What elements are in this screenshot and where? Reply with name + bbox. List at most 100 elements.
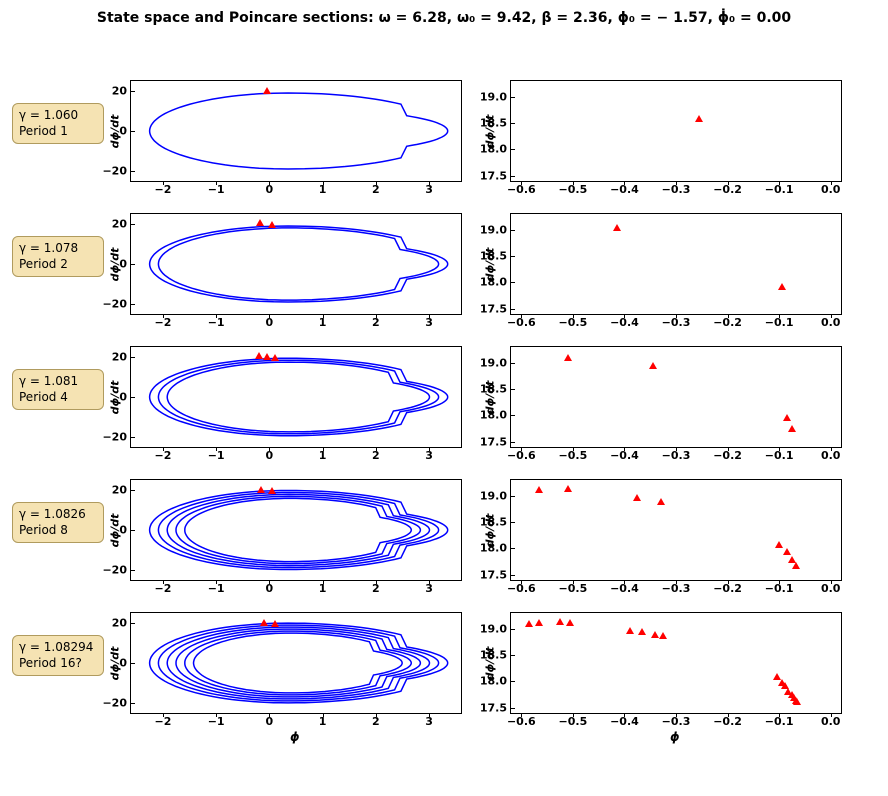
xtick-label: −0.6 xyxy=(507,449,536,462)
period-label: Period 1 xyxy=(19,124,97,140)
poincare-marker xyxy=(535,486,543,493)
gamma-label: γ = 1.078 xyxy=(19,241,97,257)
phase-plot: −2−10123−20020dϕ/dt xyxy=(130,612,462,714)
ytick-label: −20 xyxy=(102,165,127,178)
ytick-label: 20 xyxy=(112,484,127,497)
ytick-label: 19.0 xyxy=(480,489,507,502)
ytick-label: 19.0 xyxy=(480,356,507,369)
xtick-label: 2 xyxy=(372,183,380,196)
orbit-lines xyxy=(131,480,461,580)
xtick-label: −0.5 xyxy=(559,449,588,462)
phase-marker xyxy=(256,219,264,226)
phase-plot: −2−10123−20020dϕ/dt xyxy=(130,479,462,581)
xtick-label: −2 xyxy=(154,449,171,462)
xtick-label: −0.4 xyxy=(610,316,639,329)
xtick-label: 1 xyxy=(319,449,327,462)
xtick-label: 3 xyxy=(425,449,433,462)
xtick-label: −0.5 xyxy=(559,582,588,595)
xtick-label: −1 xyxy=(208,715,225,728)
ytick-label: 19.0 xyxy=(480,90,507,103)
poincare-marker xyxy=(783,548,791,555)
xlabel: ϕ xyxy=(290,730,300,744)
xtick-label: −1 xyxy=(208,582,225,595)
poincare-marker xyxy=(525,620,533,627)
xtick-label: −0.2 xyxy=(713,316,742,329)
xtick-label: 3 xyxy=(425,715,433,728)
row-3: γ = 1.0826Period 8 −2−10123−20020dϕ/dt −0.… xyxy=(0,479,888,609)
xtick-label: −0.3 xyxy=(662,316,691,329)
ytick-label: −20 xyxy=(102,431,127,444)
phase-marker xyxy=(260,619,268,626)
period-label: Period 2 xyxy=(19,257,97,273)
xtick-label: −0.6 xyxy=(507,316,536,329)
ylabel: dϕ/dt xyxy=(108,115,121,149)
phase-marker xyxy=(268,221,276,228)
phase-marker xyxy=(268,487,276,494)
xtick-label: −0.2 xyxy=(713,715,742,728)
ytick-label: 17.5 xyxy=(480,302,507,315)
ytick-label: 19.0 xyxy=(480,223,507,236)
xtick-label: −0.1 xyxy=(765,183,794,196)
xtick-label: −0.5 xyxy=(559,183,588,196)
poincare-plot: −0.6−0.5−0.4−0.3−0.2−0.10.017.518.018.51… xyxy=(510,213,842,315)
ytick-label: 17.5 xyxy=(480,701,507,714)
period-label: Period 4 xyxy=(19,390,97,406)
ytick-label: 20 xyxy=(112,85,127,98)
poincare-marker xyxy=(613,224,621,231)
xtick-label: −0.1 xyxy=(765,715,794,728)
phase-marker xyxy=(255,352,263,359)
period-label: Period 16? xyxy=(19,656,97,672)
xtick-label: 2 xyxy=(372,715,380,728)
xtick-label: −0.3 xyxy=(662,449,691,462)
poincare-marker xyxy=(695,115,703,122)
poincare-marker xyxy=(556,618,564,625)
xtick-label: 2 xyxy=(372,582,380,595)
xtick-label: −0.6 xyxy=(507,715,536,728)
xtick-label: 2 xyxy=(372,316,380,329)
xtick-label: −1 xyxy=(208,316,225,329)
ylabel: dϕ/dt xyxy=(108,647,121,681)
gamma-label: γ = 1.08294 xyxy=(19,640,97,656)
xtick-label: 0 xyxy=(266,183,274,196)
ytick-label: 17.5 xyxy=(480,568,507,581)
ytick-label: −20 xyxy=(102,697,127,710)
xtick-label: −2 xyxy=(154,183,171,196)
phase-plot: −2−10123−20020dϕ/dt xyxy=(130,346,462,448)
xtick-label: −1 xyxy=(208,183,225,196)
xtick-label: −2 xyxy=(154,582,171,595)
phase-plot: −2−10123−20020dϕ/dt xyxy=(130,80,462,182)
poincare-marker xyxy=(792,562,800,569)
ytick-label: 20 xyxy=(112,351,127,364)
gamma-label: γ = 1.0826 xyxy=(19,507,97,523)
orbit-lines xyxy=(131,613,461,713)
xtick-label: 1 xyxy=(319,316,327,329)
poincare-marker xyxy=(633,494,641,501)
row-1: γ = 1.078Period 2−2−10123−20020dϕ/dt−0.6… xyxy=(0,213,888,343)
xtick-label: 0 xyxy=(266,449,274,462)
phase-marker xyxy=(257,486,265,493)
ytick-label: 20 xyxy=(112,218,127,231)
xtick-label: 3 xyxy=(425,582,433,595)
poincare-marker xyxy=(788,425,796,432)
period-label: Period 8 xyxy=(19,523,97,539)
xtick-label: 0 xyxy=(266,715,274,728)
phase-marker xyxy=(271,354,279,361)
xtick-label: −0.3 xyxy=(662,715,691,728)
ylabel: dϕ/dt xyxy=(108,381,121,415)
orbit-lines xyxy=(131,214,461,314)
xtick-label: 0 xyxy=(266,582,274,595)
ylabel: dϕ/dt xyxy=(483,115,496,149)
ytick-label: −20 xyxy=(102,298,127,311)
ytick-label: 17.5 xyxy=(480,435,507,448)
xtick-label: 1 xyxy=(319,582,327,595)
gamma-label: γ = 1.081 xyxy=(19,374,97,390)
xtick-label: −0.1 xyxy=(765,449,794,462)
poincare-marker xyxy=(564,354,572,361)
ytick-label: 17.5 xyxy=(480,169,507,182)
poincare-marker xyxy=(535,619,543,626)
poincare-marker xyxy=(783,414,791,421)
orbit-lines xyxy=(131,347,461,447)
xtick-label: −1 xyxy=(208,449,225,462)
xtick-label: −0.5 xyxy=(559,715,588,728)
ylabel: dϕ/dt xyxy=(108,514,121,548)
